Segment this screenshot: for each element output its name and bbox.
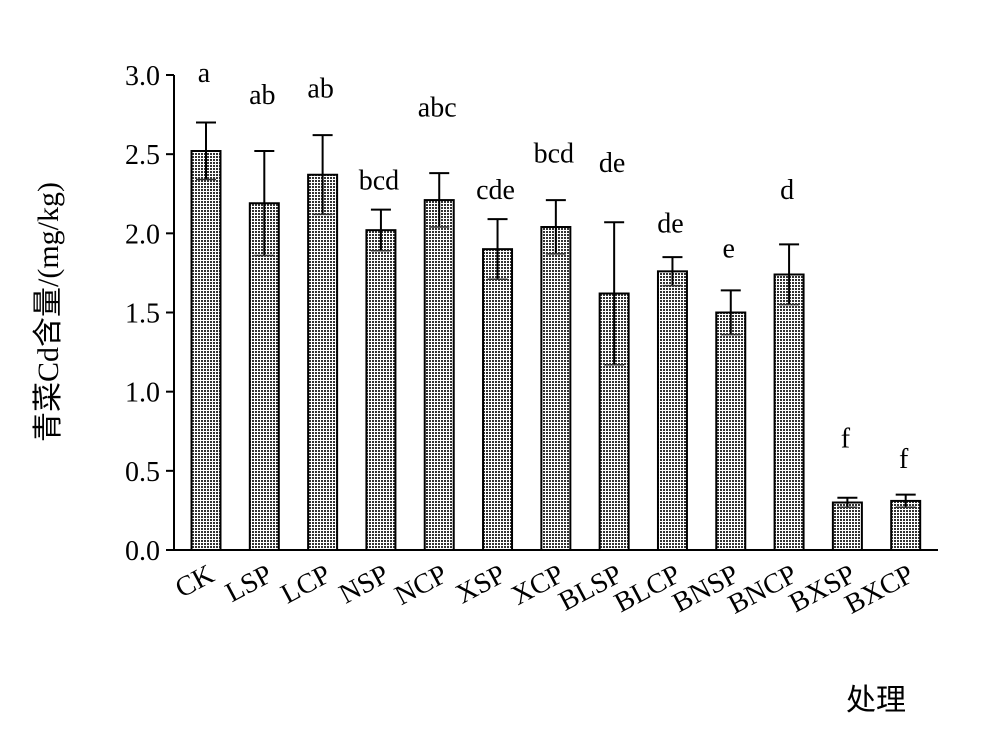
bar [656,270,688,551]
x-axis-label: 处理 [846,684,906,717]
significance-label: f [841,424,851,455]
bar [890,499,922,551]
bar [482,248,514,552]
significance-label: e [723,234,735,265]
bar [540,226,572,551]
x-tick-label: LCP [276,559,336,610]
y-tick-label: 0.0 [125,536,160,567]
significance-label: d [780,175,794,206]
bar [307,173,339,551]
significance-label: de [599,148,625,179]
significance-label: bcd [534,139,574,170]
bar [190,150,222,551]
y-tick-label: 1.5 [125,299,160,330]
x-tick-label: XCP [506,559,569,612]
significance-label: abc [418,93,457,124]
bar [773,273,805,551]
significance-label: f [899,444,909,475]
bars-layer [190,121,922,552]
significance-label: cde [476,175,515,206]
significance-label: bcd [359,166,399,197]
bar [423,199,455,551]
bar [248,202,280,551]
y-tick-label: 2.5 [125,140,160,171]
y-ticks: 0.0 0.5 1.0 1.5 2.0 2.5 3.0 [125,61,174,567]
x-tick-label: LSP [220,559,277,609]
y-axis-label: 青菜Cd含量/(mg/kg) [32,182,65,442]
x-ticks: CK LSPLCPNSPNCPXSPXCPBLSPBLCPBNSPBNCPBXSP… [170,559,919,621]
significance-label: a [198,58,211,89]
x-tick-label: NSP [334,559,394,610]
bar [715,311,747,551]
significance-label: ab [307,74,333,105]
x-tick-label: CK [170,559,219,605]
x-tick-label: NCP [390,559,453,612]
significance-label: ab [249,80,275,111]
significance-label: de [657,208,683,239]
y-tick-label: 2.0 [125,219,160,250]
y-tick-label: 1.0 [125,378,160,409]
bar [365,229,397,552]
y-tick-label: 0.5 [125,457,160,488]
bar [831,501,863,551]
x-tick-label: BXCP [840,559,919,621]
x-tick-label: XSP [451,559,511,610]
y-tick-label: 3.0 [125,61,160,92]
